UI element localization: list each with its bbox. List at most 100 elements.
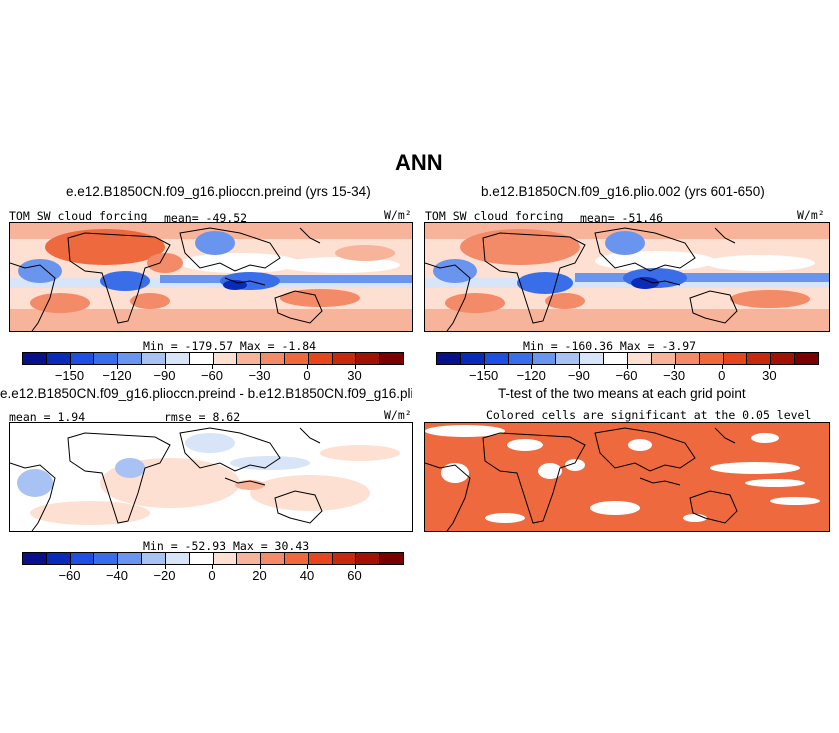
panel-3-colorbar-swatch xyxy=(356,553,381,564)
panel-3-colorbar-swatch xyxy=(237,553,262,564)
panel-3-colorbar-swatch xyxy=(284,553,309,564)
panel-4-map-canvas xyxy=(425,423,829,531)
panel-3-colorbar-swatch xyxy=(308,553,333,564)
panel-4-subtitle: Colored cells are significant at the 0.0… xyxy=(486,408,812,422)
panel-2-colorbar-swatch xyxy=(604,353,628,364)
panel-3-colorbar-tick-label: 20 xyxy=(252,568,267,583)
panel-1-colorbar-swatch xyxy=(46,353,71,364)
panel-2-colorbar-tick-mark xyxy=(721,365,723,369)
panel-1-colorbar-tick-label: −150 xyxy=(54,368,85,383)
panel-2-mean: mean= -51.46 xyxy=(580,211,664,225)
panel-3-map-canvas xyxy=(10,423,412,531)
panel-2-colorbar xyxy=(436,352,819,365)
panel-3-colorbar-swatch xyxy=(189,553,214,564)
panel-2-colorbar-tick-label: −60 xyxy=(615,368,638,383)
panel-3-colorbar-tick-mark xyxy=(354,565,356,569)
panel-1-colorbar-swatch xyxy=(165,353,190,364)
panel-2-colorbar-tick-mark xyxy=(674,365,676,369)
panel-1-colorbar-swatch xyxy=(213,353,238,364)
panel-2-map xyxy=(424,222,830,332)
panel-1-colorbar-swatch xyxy=(356,353,381,364)
panel-1-colorbar-swatch xyxy=(308,353,333,364)
panel-2-minmax: Min = -160.36 Max = -3.97 xyxy=(523,339,697,353)
panel-1-colorbar-tick-label: 0 xyxy=(303,368,311,383)
panel-2-colorbar-swatch xyxy=(651,353,676,364)
panel-3-colorbar-tick-label: 0 xyxy=(208,568,216,583)
panel-2-colorbar-tick-label: 30 xyxy=(762,368,777,383)
panel-1-colorbar-swatch xyxy=(261,353,285,364)
panel-1-colorbar-swatch xyxy=(142,353,166,364)
panel-2-colorbar-tick-mark xyxy=(531,365,533,369)
panel-1-colorbar-tick-mark xyxy=(354,365,356,369)
panel-2-colorbar-swatch xyxy=(771,353,796,364)
panel-1-colorbar-tick-mark xyxy=(164,365,166,369)
panel-2-colorbar-tick-label: −90 xyxy=(567,368,590,383)
panel-3-colorbar-swatch xyxy=(165,553,190,564)
panel-3-colorbar-swatch xyxy=(380,553,403,564)
panel-1-colorbar-swatch xyxy=(70,353,95,364)
panel-2-colorbar-tick-mark xyxy=(483,365,485,369)
panel-2-colorbar-swatch xyxy=(460,353,485,364)
panel-2-colorbar-swatch xyxy=(699,353,724,364)
panel-1-colorbar-tick-label: 30 xyxy=(347,368,362,383)
panel-3-colorbar-swatch xyxy=(23,553,47,564)
panel-1-colorbar-swatch xyxy=(189,353,214,364)
panel-1-colorbar-swatch xyxy=(118,353,143,364)
panel-2-colorbar-swatch xyxy=(723,353,748,364)
panel-3-colorbar-swatch xyxy=(142,553,166,564)
page-title: ANN xyxy=(395,150,443,175)
panel-1-colorbar xyxy=(22,352,404,365)
panel-1-colorbar-tick-label: −90 xyxy=(153,368,176,383)
panel-3-minmax: Min = -52.93 Max = 30.43 xyxy=(143,539,310,553)
panel-1-colorbar-tick-mark xyxy=(259,365,261,369)
panel-2-colorbar-swatch xyxy=(675,353,700,364)
panel-1-variable-label: TOM SW cloud forcing xyxy=(9,209,148,223)
panel-3-title: e.e12.B1850CN.f09_g16.plioccn.preind - b… xyxy=(0,386,412,401)
panel-1-minmax: Min = -179.57 Max = -1.84 xyxy=(143,339,317,353)
panel-3-colorbar-tick-mark xyxy=(307,565,308,569)
panel-1-colorbar-tick-mark xyxy=(117,365,118,369)
panel-3-colorbar-swatch xyxy=(46,553,71,564)
panel-3-units: W/m² xyxy=(384,408,412,422)
panel-4-title: T-test of the two means at each grid poi… xyxy=(498,386,746,401)
panel-2-colorbar-tick-mark xyxy=(578,365,580,369)
panel-1-colorbar-tick-mark xyxy=(212,365,213,369)
panel-2-colorbar-tick-mark xyxy=(626,365,628,369)
panel-3-colorbar-tick-mark xyxy=(69,565,71,569)
panel-1-map-canvas xyxy=(10,223,412,331)
panel-2-colorbar-swatch xyxy=(556,353,581,364)
panel-4-map xyxy=(424,422,830,532)
panel-3-colorbar-tick-label: −40 xyxy=(105,568,129,583)
panel-3-colorbar-tick-mark xyxy=(117,565,118,569)
panel-2-colorbar-swatch xyxy=(437,353,461,364)
panel-3-colorbar-swatch xyxy=(261,553,285,564)
panel-1-colorbar-tick-label: −120 xyxy=(102,368,132,383)
panel-2-colorbar-swatch xyxy=(580,353,605,364)
panel-3-colorbar xyxy=(22,552,404,565)
panel-2-map-canvas xyxy=(425,223,829,331)
panel-2-colorbar-swatch xyxy=(628,353,652,364)
panel-2-colorbar-swatch xyxy=(747,353,772,364)
panel-2-colorbar-swatch xyxy=(484,353,509,364)
panel-1-units: W/m² xyxy=(384,208,412,222)
panel-1-colorbar-tick-label: −60 xyxy=(200,368,224,383)
panel-3-rmse: rmse = 8.62 xyxy=(164,410,241,424)
panel-1-mean: mean= -49.52 xyxy=(164,211,248,225)
panel-2-colorbar-tick-label: −120 xyxy=(516,368,546,383)
panel-1-colorbar-tick-mark xyxy=(69,365,71,369)
panel-2-units: W/m² xyxy=(797,208,825,222)
panel-3-colorbar-swatch xyxy=(118,553,143,564)
panel-3-colorbar-tick-mark xyxy=(164,565,166,569)
panel-1-title: e.e12.B1850CN.f09_g16.plioccn.preind (yr… xyxy=(66,184,371,199)
panel-2-colorbar-swatch xyxy=(508,353,533,364)
panel-3-map xyxy=(9,422,413,532)
panel-1-colorbar-tick-mark xyxy=(307,365,308,369)
panel-3-colorbar-swatch xyxy=(332,553,357,564)
panel-3-colorbar-tick-label: 60 xyxy=(347,568,362,583)
panel-2-title: b.e12.B1850CN.f09_g16.plio.002 (yrs 601-… xyxy=(481,184,765,199)
panel-2-colorbar-swatch xyxy=(532,353,557,364)
panel-1-colorbar-swatch xyxy=(332,353,357,364)
panel-2-variable-label: TOM SW cloud forcing xyxy=(425,209,564,223)
panel-1-colorbar-tick-label: −30 xyxy=(248,368,271,383)
panel-3-colorbar-swatch xyxy=(70,553,95,564)
